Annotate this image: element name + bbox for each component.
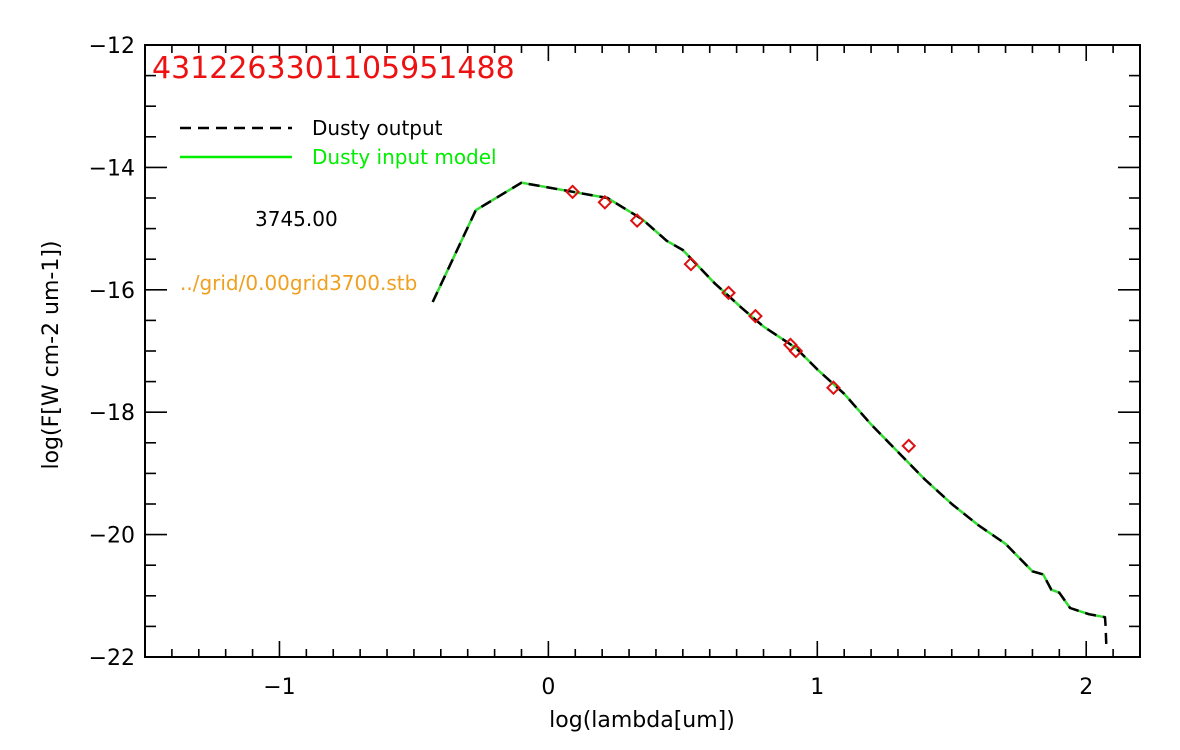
- data-point: [565, 184, 580, 200]
- chart-title: 4312263301105951488: [152, 51, 515, 86]
- legend-label-input: Dusty input model: [312, 145, 497, 169]
- y-tick-label: −16: [89, 279, 135, 304]
- legend-label-output: Dusty output: [312, 116, 443, 140]
- y-tick-label: −14: [89, 156, 135, 181]
- x-tick-label: 0: [541, 675, 555, 700]
- y-tick-label: −18: [89, 401, 135, 426]
- plot-frame: [144, 44, 1141, 658]
- data-point: [788, 343, 804, 359]
- data-point: [597, 194, 613, 210]
- data-point: [901, 438, 917, 454]
- x-tick-label: −1: [263, 675, 295, 700]
- data-point: [748, 308, 763, 324]
- data-point: [721, 285, 736, 301]
- series-layer: [431, 181, 1108, 648]
- points-layer: [565, 184, 917, 454]
- x-axis-label: log(lambda[um]): [549, 708, 735, 733]
- legend: Dusty output Dusty input model: [180, 116, 497, 169]
- temperature-annotation: 3745.00: [255, 207, 338, 231]
- tick-labels: −1 0 1 2 −22 −20 −18 −16 −14 −12: [89, 34, 1094, 700]
- y-tick-label: −22: [89, 646, 135, 671]
- data-point: [683, 256, 699, 272]
- series-dusty-output: [431, 181, 1108, 648]
- grid-path-annotation: ../grid/0.00grid3700.stb: [180, 271, 417, 295]
- axis-ticks: [144, 44, 1141, 658]
- series-dusty-input: [431, 181, 1106, 619]
- x-tick-label: 1: [810, 675, 824, 700]
- y-axis-label: log(F[W cm-2 um-1]): [39, 240, 64, 469]
- x-tick-label: 2: [1079, 675, 1093, 700]
- data-point: [629, 213, 645, 229]
- data-point: [826, 380, 841, 396]
- y-tick-label: −12: [89, 34, 135, 59]
- y-tick-label: −20: [89, 524, 135, 549]
